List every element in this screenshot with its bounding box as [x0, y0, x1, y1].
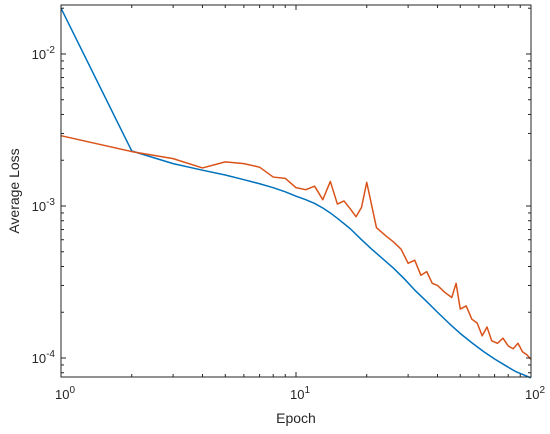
y-axis-label: Average Loss	[6, 148, 22, 233]
x-tick-label: 100	[55, 385, 75, 402]
series-line-2	[60, 134, 532, 360]
x-tick-label: 101	[290, 385, 310, 402]
axis-ticks: 100 101 102 10-4 10-3 10-2	[32, 5, 545, 402]
x-axis-label: Epoch	[276, 410, 316, 426]
y-tick-label: 10-4	[32, 349, 56, 366]
x-tick-label: 102	[525, 385, 545, 402]
series-line-1	[60, 7, 532, 379]
plot-lines	[60, 7, 532, 379]
y-tick-label: 10-3	[32, 197, 56, 214]
y-tick-label: 10-2	[32, 45, 56, 62]
